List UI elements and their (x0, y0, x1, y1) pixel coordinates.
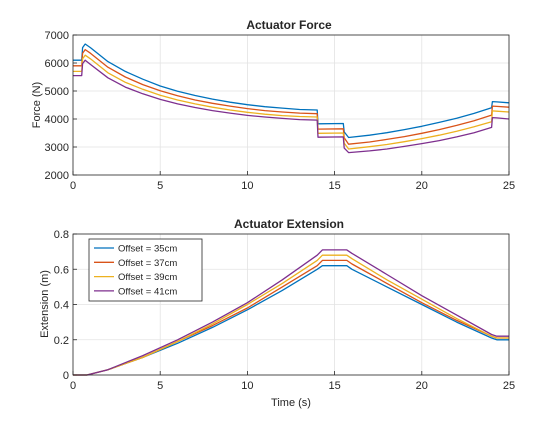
legend-label: Offset = 37cm (118, 258, 177, 269)
force-chart-ticks: 0 5 10 15 20 25 2000 3000 4000 5000 6000 7000 (45, 30, 516, 192)
force-series-line-4 (73, 59, 510, 154)
force-chart-ylabel: Force (N) (31, 82, 43, 128)
extension-xtick-label: 5 (157, 380, 163, 392)
extension-ytick-label: 0.6 (54, 264, 69, 276)
extension-chart-ticks: 0 5 10 15 20 25 0 0.2 0.4 0.6 0.8 (54, 229, 515, 392)
extension-ytick-label: 0.2 (54, 335, 69, 347)
force-xtick-label: 15 (328, 180, 340, 192)
force-chart-title: Actuator Force (246, 18, 332, 32)
extension-xtick-label: 15 (328, 380, 340, 392)
extension-chart-xlabel: Time (s) (271, 397, 311, 409)
extension-ytick-label: 0 (63, 370, 69, 382)
legend-label: Offset = 41cm (118, 286, 177, 297)
extension-chart-title: Actuator Extension (234, 217, 344, 231)
force-ytick-label: 6000 (45, 58, 69, 70)
extension-chart-ylabel: Extension (m) (39, 270, 51, 338)
force-xtick-label: 10 (241, 180, 253, 192)
force-ytick-label: 3000 (45, 142, 69, 154)
extension-xtick-label: 20 (416, 380, 428, 392)
force-series-line-3 (73, 54, 510, 150)
force-xtick-label: 25 (503, 180, 515, 192)
force-chart-plot-area (72, 34, 510, 176)
extension-ytick-label: 0.4 (54, 300, 69, 312)
extension-series-line-3 (73, 254, 509, 376)
legend-label: Offset = 35cm (118, 244, 177, 255)
extension-chart-series-group (73, 249, 509, 376)
force-xtick-label: 20 (416, 180, 428, 192)
force-ytick-label: 5000 (45, 86, 69, 98)
extension-chart-legend: Offset = 35cm Offset = 37cm Offset = 39cm O… (88, 238, 203, 302)
force-ytick-label: 4000 (45, 114, 69, 126)
force-chart-series-group (73, 43, 510, 154)
legend-label: Offset = 39cm (118, 272, 177, 283)
extension-xtick-label: 10 (241, 380, 253, 392)
extension-xtick-label: 25 (503, 380, 515, 392)
force-xtick-label: 5 (157, 180, 163, 192)
force-series-line-2 (73, 48, 510, 145)
force-ytick-label: 7000 (45, 30, 69, 42)
extension-series-line-4 (73, 249, 509, 376)
force-series-line-1 (73, 43, 510, 139)
force-chart: Actuator Force Force (N) 0 5 10 15 20 25 2000 3… (31, 18, 515, 192)
extension-ytick-label: 0.8 (54, 229, 69, 241)
extension-chart: Actuator Extension Time (s) Extension (m… (39, 217, 515, 409)
force-xtick-label: 0 (70, 180, 76, 192)
force-ytick-label: 2000 (45, 170, 69, 182)
extension-xtick-label: 0 (70, 380, 76, 392)
